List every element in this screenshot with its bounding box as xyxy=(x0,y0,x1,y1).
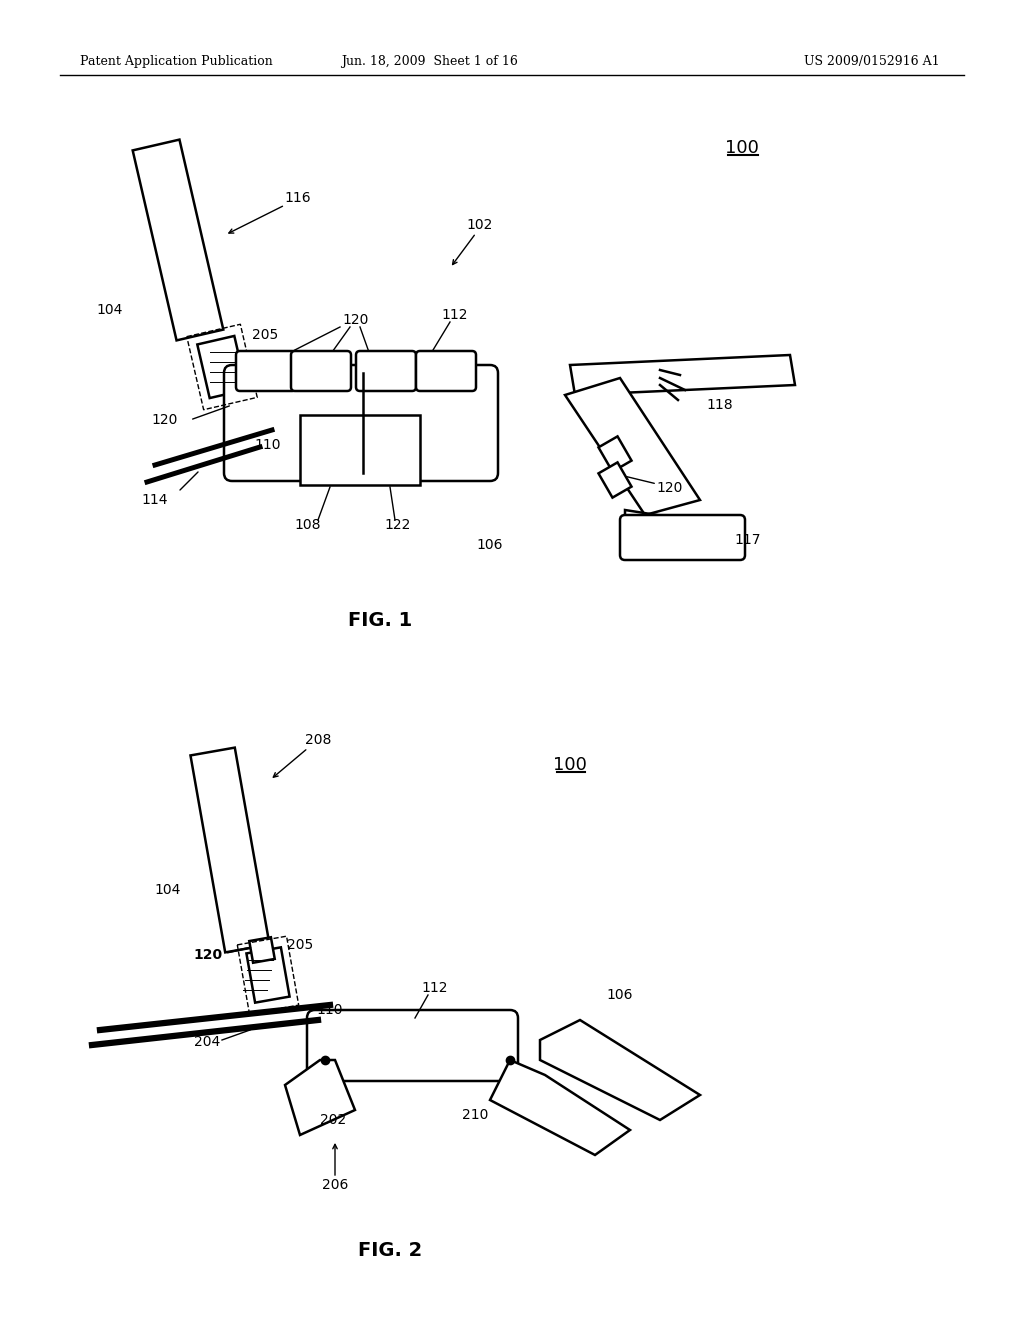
Text: 204: 204 xyxy=(194,1035,220,1049)
Text: 206: 206 xyxy=(322,1177,348,1192)
Text: 104: 104 xyxy=(97,304,123,317)
Polygon shape xyxy=(598,462,632,498)
FancyBboxPatch shape xyxy=(291,351,351,391)
Text: 106: 106 xyxy=(607,987,633,1002)
FancyBboxPatch shape xyxy=(224,366,498,480)
Text: 205: 205 xyxy=(287,939,313,952)
FancyBboxPatch shape xyxy=(307,1010,518,1081)
Polygon shape xyxy=(565,378,700,515)
Text: FIG. 1: FIG. 1 xyxy=(348,610,412,630)
Text: 100: 100 xyxy=(725,139,759,157)
Bar xyxy=(300,414,420,484)
Polygon shape xyxy=(285,1060,355,1135)
Polygon shape xyxy=(540,1020,700,1119)
FancyBboxPatch shape xyxy=(236,351,296,391)
Text: 112: 112 xyxy=(422,981,449,995)
Text: 210: 210 xyxy=(462,1107,488,1122)
Text: 102: 102 xyxy=(467,218,494,232)
FancyBboxPatch shape xyxy=(356,351,416,391)
Polygon shape xyxy=(190,747,269,953)
Text: 106: 106 xyxy=(477,539,503,552)
Polygon shape xyxy=(249,937,274,962)
Text: 202: 202 xyxy=(319,1113,346,1127)
Polygon shape xyxy=(625,510,740,554)
Text: 114: 114 xyxy=(141,492,168,507)
FancyBboxPatch shape xyxy=(620,515,745,560)
Text: 112: 112 xyxy=(441,308,468,322)
Text: 120: 120 xyxy=(656,480,683,495)
FancyBboxPatch shape xyxy=(416,351,476,391)
Text: 120: 120 xyxy=(343,313,370,327)
Text: 120: 120 xyxy=(194,948,222,962)
Text: 110: 110 xyxy=(255,438,282,451)
Text: US 2009/0152916 A1: US 2009/0152916 A1 xyxy=(805,55,940,69)
Polygon shape xyxy=(247,948,290,1003)
Text: 110: 110 xyxy=(316,1003,343,1016)
Text: 117: 117 xyxy=(735,533,761,546)
Polygon shape xyxy=(490,1060,630,1155)
Text: Patent Application Publication: Patent Application Publication xyxy=(80,55,272,69)
Text: 116: 116 xyxy=(285,191,311,205)
Text: 104: 104 xyxy=(155,883,181,898)
Text: 118: 118 xyxy=(707,399,733,412)
Text: 122: 122 xyxy=(385,517,412,532)
Text: 108: 108 xyxy=(295,517,322,532)
Polygon shape xyxy=(198,335,247,399)
Text: FIG. 2: FIG. 2 xyxy=(357,1241,422,1259)
Text: 100: 100 xyxy=(553,756,587,774)
Polygon shape xyxy=(598,437,632,471)
Polygon shape xyxy=(570,355,795,395)
Polygon shape xyxy=(133,140,223,341)
Text: 208: 208 xyxy=(305,733,331,747)
Text: 120: 120 xyxy=(152,413,178,426)
Text: 205: 205 xyxy=(252,327,279,342)
Text: Jun. 18, 2009  Sheet 1 of 16: Jun. 18, 2009 Sheet 1 of 16 xyxy=(342,55,518,69)
